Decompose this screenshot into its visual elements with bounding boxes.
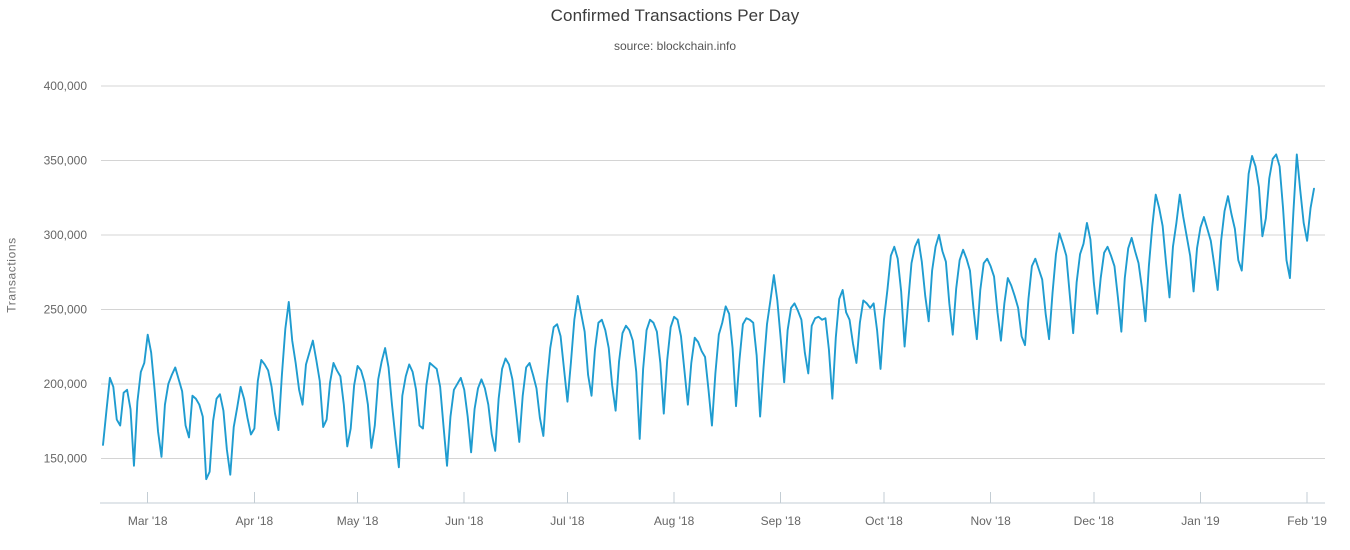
x-axis-tick-label: Mar '18 <box>128 514 168 528</box>
y-axis-tick-label: 150,000 <box>44 451 88 465</box>
data-series <box>102 153 1315 481</box>
y-axis-tick-label: 200,000 <box>44 377 88 391</box>
series-line-confirmed-transactions <box>102 153 1315 481</box>
x-axis-tick-label: Dec '18 <box>1074 514 1115 528</box>
y-axis-tick-label: 350,000 <box>44 154 88 168</box>
x-axis-ticks <box>147 492 1308 503</box>
x-axis-tick-label: Apr '18 <box>236 514 274 528</box>
x-axis-tick-label: Feb '19 <box>1287 514 1327 528</box>
x-axis-tick-labels: Mar '18 Apr '18 May '18 Jun '18 Jul '18 Aug '… <box>128 514 1327 528</box>
x-axis-tick-label: Jun '18 <box>445 514 484 528</box>
chart-subtitle: source: blockchain.info <box>613 39 737 53</box>
x-axis-tick-label: Nov '18 <box>970 514 1011 528</box>
y-axis-tick-label: 250,000 <box>44 303 88 317</box>
x-axis-tick-label: Oct '18 <box>865 514 903 528</box>
y-axis-tick-label: 300,000 <box>44 228 88 242</box>
y-axis-tick-labels: 150,000 200,000 250,000 300,000 350,000 400,0… <box>44 79 88 465</box>
y-axis-tick-label: 400,000 <box>44 79 88 93</box>
chart-title: Confirmed Transactions Per Day <box>550 6 800 25</box>
x-axis-tick-label: Aug '18 <box>654 514 695 528</box>
x-axis-tick-label: May '18 <box>337 514 379 528</box>
x-axis-tick-label: Jan '19 <box>1181 514 1220 528</box>
x-axis-tick-label: Sep '18 <box>761 514 802 528</box>
x-axis-tick-label: Jul '18 <box>550 514 585 528</box>
